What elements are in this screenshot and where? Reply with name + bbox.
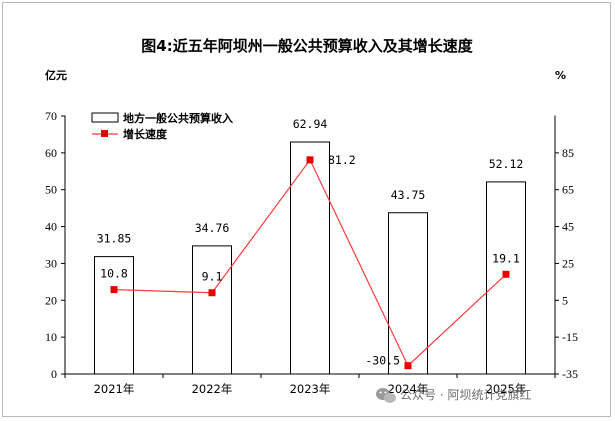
left-tick-label: 50 xyxy=(45,183,57,197)
right-axis-unit: % xyxy=(555,69,566,82)
growth-value-label: 81.2 xyxy=(328,153,356,167)
bar xyxy=(192,245,232,375)
left-tick-label: 60 xyxy=(45,146,57,160)
left-tick-label: 20 xyxy=(45,293,57,307)
chart-canvas: 图4:近五年阿坝州一般公共预算收入及其增长速度 亿元 % 0 10 20 30 40 50… xyxy=(45,37,578,403)
right-tick-label: -15 xyxy=(562,330,578,344)
watermark-text: 公众号 · 阿坝统计党旗红 xyxy=(400,387,531,402)
growth-point xyxy=(208,289,216,297)
growth-point xyxy=(110,286,118,294)
right-tick-label: 5 xyxy=(562,293,568,307)
x-tick-label: 2021年 xyxy=(94,382,135,396)
legend-swatch-bar xyxy=(91,112,119,123)
bar-value-label: 43.75 xyxy=(391,188,426,202)
left-axis-unit: 亿元 xyxy=(45,68,67,82)
x-tick-label: 2025年 xyxy=(486,382,527,396)
chart-frame: 图4:近五年阿坝州一般公共预算收入及其增长速度 亿元 % 0 10 20 30 40 50… xyxy=(2,2,611,417)
growth-value-label: 10.8 xyxy=(100,267,128,281)
wechat-icon xyxy=(376,388,396,403)
data-labels: 31.85 34.76 62.94 43.75 52.12 10.8 9.1 81.2 -30.… xyxy=(97,117,524,368)
bar xyxy=(94,256,134,375)
legend-label-line: 增长速度 xyxy=(123,127,168,141)
x-tick-label: 2022年 xyxy=(192,382,233,396)
growth-point xyxy=(404,362,412,370)
bar-series xyxy=(94,141,526,375)
line-series xyxy=(110,156,510,370)
legend: 地方一般公共预算收入 增长速度 xyxy=(91,111,233,141)
right-tick-label: 45 xyxy=(562,220,574,234)
bar-value-label: 34.76 xyxy=(195,221,230,235)
bar-value-label: 62.94 xyxy=(293,117,328,131)
right-tick-label: 25 xyxy=(562,256,574,270)
growth-point xyxy=(306,156,314,164)
left-tick-label: 40 xyxy=(45,220,57,234)
bar xyxy=(388,212,428,375)
bar xyxy=(486,181,526,375)
legend-swatch-marker xyxy=(101,130,108,137)
right-tick-label: 65 xyxy=(562,183,574,197)
bar-value-label: 31.85 xyxy=(97,232,132,246)
left-tick-label: 30 xyxy=(45,256,57,270)
growth-point xyxy=(502,270,510,278)
axes: 0 10 20 30 40 50 60 70 -35 -15 5 25 45 65 85 2021年 2022年… xyxy=(45,109,578,396)
bar xyxy=(290,141,330,375)
growth-value-label: -30.5 xyxy=(365,354,400,368)
left-tick-label: 70 xyxy=(45,109,57,123)
x-tick-label: 2024年 xyxy=(388,382,429,396)
chart-title: 图4:近五年阿坝州一般公共预算收入及其增长速度 xyxy=(141,37,473,55)
right-tick-label: -35 xyxy=(562,367,578,381)
x-tick-label: 2023年 xyxy=(290,382,331,396)
bar-value-label: 52.12 xyxy=(489,157,524,171)
growth-value-label: 19.1 xyxy=(492,251,520,265)
watermark: 公众号 · 阿坝统计党旗红 xyxy=(376,387,531,403)
left-tick-label: 0 xyxy=(51,367,57,381)
right-tick-label: 85 xyxy=(562,146,574,160)
growth-value-label: 9.1 xyxy=(202,270,223,284)
legend-label-bar: 地方一般公共预算收入 xyxy=(123,111,233,125)
left-tick-label: 10 xyxy=(45,330,57,344)
